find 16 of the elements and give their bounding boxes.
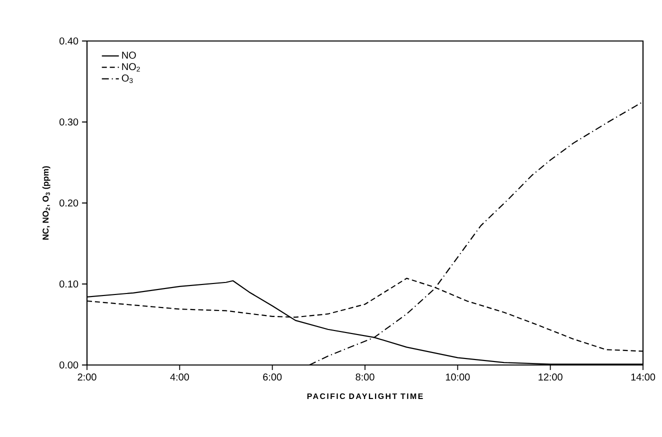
legend-label: NO — [122, 52, 136, 59]
x-tick-label: 14:00 — [631, 374, 656, 381]
y-tick-label: 0.00 — [60, 361, 78, 369]
x-tick-label: 8:00 — [356, 374, 374, 381]
legend-label: O$_{3}$ — [122, 74, 133, 84]
x-tick-label: 6:00 — [263, 374, 282, 381]
x-tick-label: 12:00 — [538, 374, 562, 381]
y-tick-label: 0.30 — [60, 118, 78, 126]
x-tick-label: 10:00 — [446, 374, 470, 381]
x-tick-label: 2:00 — [78, 374, 96, 381]
legend-label: NO$_{2}$ — [122, 63, 140, 72]
y-tick-label: 0.10 — [60, 280, 78, 288]
x-tick-label: 4:00 — [170, 374, 189, 381]
y-tick-label: 0.20 — [60, 199, 78, 207]
y-tick-label: 0.40 — [60, 37, 78, 45]
y-axis-title: NC, NO$_{2}$, O$_{3}$ (ppm) — [42, 166, 50, 240]
